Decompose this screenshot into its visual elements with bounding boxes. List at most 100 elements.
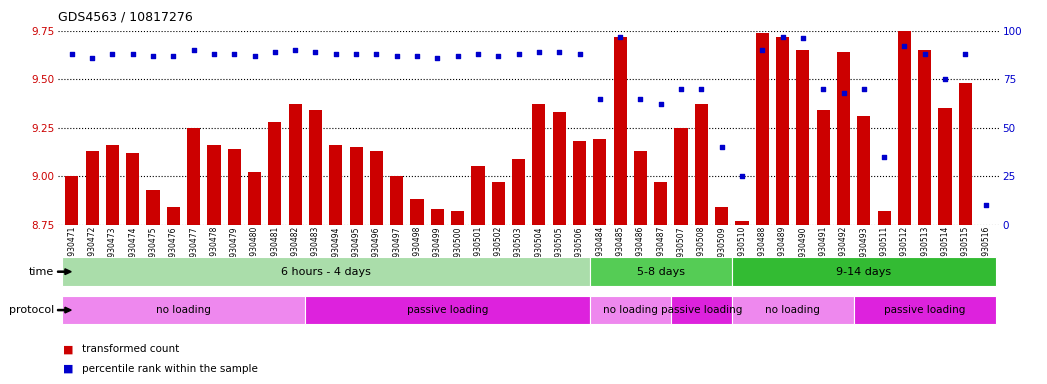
Point [611, 33, 628, 40]
Point [571, 51, 587, 57]
Bar [898, 21, 911, 225]
Bar [938, 108, 952, 225]
Text: GDS4563 / 10817276: GDS4563 / 10817276 [58, 10, 193, 23]
Bar [776, 36, 789, 225]
Bar [370, 151, 383, 225]
Point [916, 51, 933, 57]
Bar [654, 182, 667, 225]
Point [429, 55, 446, 61]
Point [855, 86, 872, 92]
Bar [695, 104, 708, 225]
Bar [166, 207, 180, 225]
Point [937, 76, 954, 82]
Point [592, 96, 608, 102]
Text: 5-8 days: 5-8 days [637, 266, 685, 277]
Bar [633, 151, 647, 225]
Bar [553, 112, 565, 225]
Point [165, 53, 182, 59]
Bar [227, 149, 241, 225]
Point [875, 154, 892, 160]
Point [125, 51, 141, 57]
Bar [594, 139, 606, 225]
Point [205, 51, 222, 57]
Bar [248, 172, 261, 225]
Point [328, 51, 344, 57]
Text: ■: ■ [63, 344, 73, 354]
Bar [674, 128, 688, 225]
Bar [187, 128, 200, 225]
Point [226, 51, 243, 57]
Point [388, 53, 405, 59]
Point [652, 101, 669, 108]
Point [287, 47, 304, 53]
Bar [289, 104, 302, 225]
Bar [532, 104, 545, 225]
Bar [735, 221, 749, 225]
Bar [65, 176, 79, 225]
Bar [471, 166, 485, 225]
Point [104, 51, 120, 57]
Text: 9-14 days: 9-14 days [837, 266, 891, 277]
Point [896, 43, 913, 49]
Bar [918, 50, 932, 225]
Bar [391, 176, 403, 225]
Point [470, 51, 487, 57]
Point [267, 49, 284, 55]
Point [144, 53, 161, 59]
Bar [207, 145, 221, 225]
Point [510, 51, 527, 57]
Point [774, 33, 790, 40]
Bar [857, 116, 870, 225]
Bar [877, 211, 891, 225]
Point [957, 51, 974, 57]
Point [369, 51, 385, 57]
Bar [86, 151, 98, 225]
Point [632, 96, 649, 102]
Bar [106, 145, 119, 225]
Bar [350, 147, 362, 225]
Point [551, 49, 567, 55]
Point [815, 86, 831, 92]
Text: percentile rank within the sample: percentile rank within the sample [82, 364, 258, 374]
Bar [451, 211, 464, 225]
Bar [126, 153, 139, 225]
Point [490, 53, 507, 59]
Text: ■: ■ [63, 364, 73, 374]
Bar [817, 110, 830, 225]
Point [977, 202, 994, 209]
Text: time: time [29, 266, 54, 277]
Bar [430, 209, 444, 225]
Bar [309, 110, 322, 225]
Bar [715, 207, 729, 225]
Bar [614, 36, 627, 225]
Bar [147, 190, 159, 225]
Bar [512, 159, 526, 225]
Bar [410, 199, 424, 225]
Point [531, 49, 548, 55]
Point [246, 53, 263, 59]
Bar [797, 50, 809, 225]
Bar [756, 33, 768, 225]
Point [693, 86, 710, 92]
Text: protocol: protocol [9, 305, 54, 315]
Bar [268, 122, 282, 225]
Point [836, 90, 852, 96]
Text: passive loading: passive loading [661, 305, 742, 315]
Bar [492, 182, 505, 225]
Bar [329, 145, 342, 225]
Bar [837, 52, 850, 225]
Point [84, 55, 101, 61]
Text: 6 hours - 4 days: 6 hours - 4 days [281, 266, 371, 277]
Point [672, 86, 689, 92]
Text: transformed count: transformed count [82, 344, 179, 354]
Text: no loading: no loading [603, 305, 658, 315]
Point [754, 47, 771, 53]
Point [64, 51, 81, 57]
Text: no loading: no loading [765, 305, 820, 315]
Point [408, 53, 425, 59]
Point [348, 51, 364, 57]
Text: passive loading: passive loading [407, 305, 488, 315]
Point [185, 47, 202, 53]
Point [795, 35, 811, 41]
Text: no loading: no loading [156, 305, 210, 315]
